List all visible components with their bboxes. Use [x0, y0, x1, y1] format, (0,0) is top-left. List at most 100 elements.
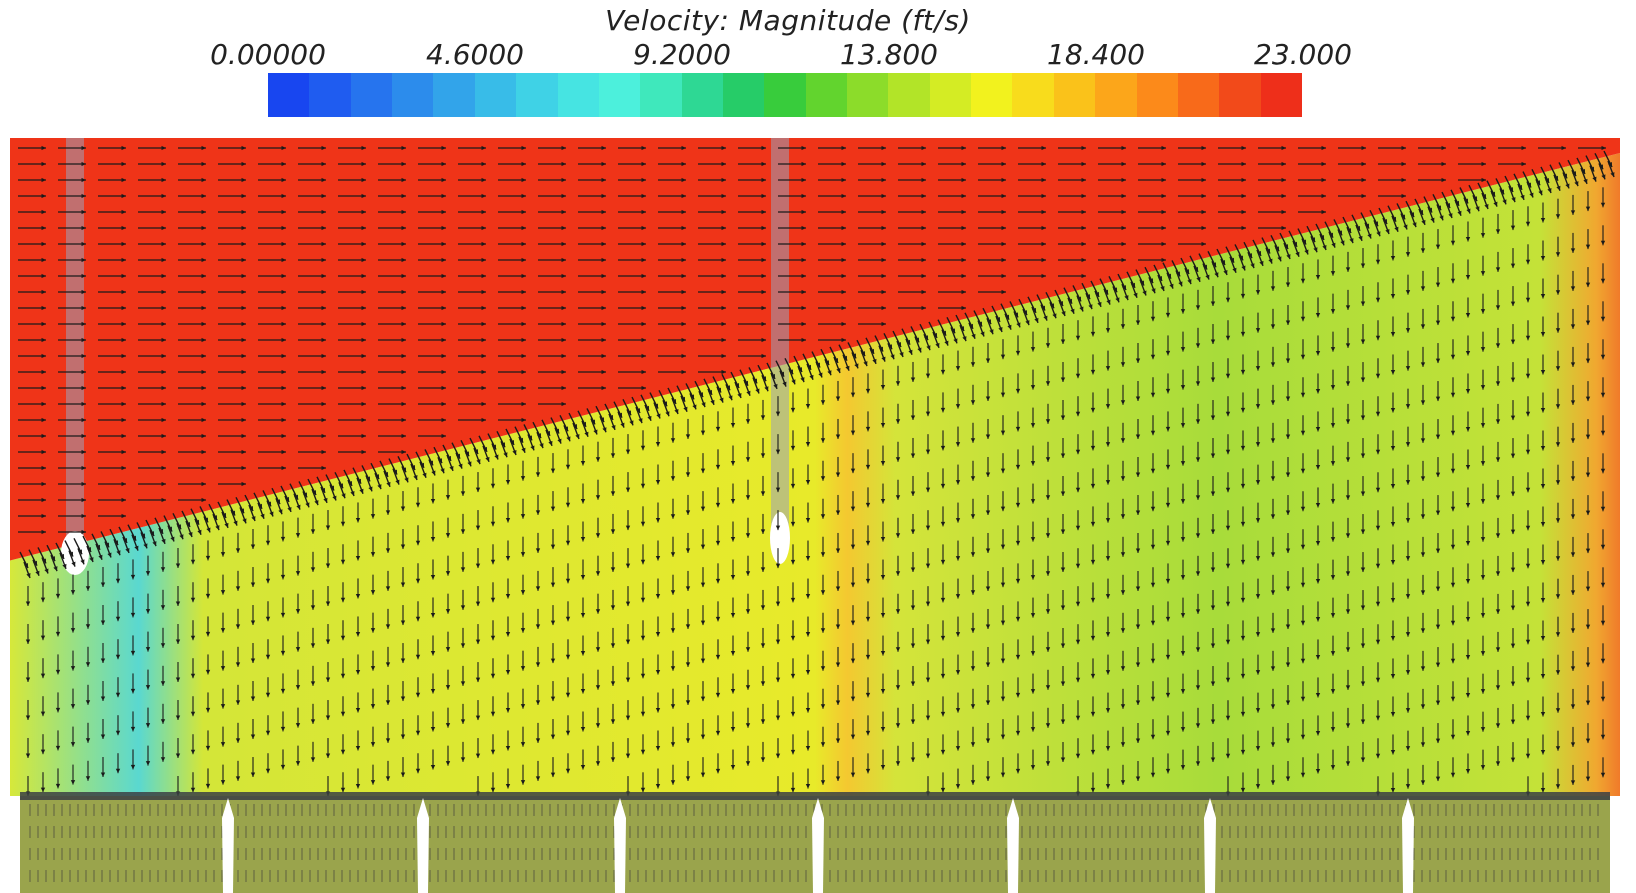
velocity-arrow	[790, 559, 796, 565]
velocity-arrow	[441, 417, 446, 423]
velocity-arrow	[1540, 369, 1546, 375]
velocity-arrow	[400, 696, 406, 702]
front-arrow	[1223, 270, 1228, 276]
velocity-arrow	[1240, 483, 1246, 489]
velocity-arrow	[521, 401, 526, 407]
velocity-arrow	[1315, 464, 1321, 470]
velocity-arrow	[775, 411, 781, 417]
velocity-arrow	[1450, 354, 1456, 360]
velocity-arrow	[1405, 442, 1411, 447]
velocity-arrow	[550, 658, 556, 664]
velocity-arrow	[625, 753, 631, 759]
velocity-arrow	[415, 654, 421, 660]
velocity-arrow	[241, 161, 246, 167]
velocity-arrow	[1165, 616, 1171, 622]
velocity-arrow	[441, 433, 446, 439]
velocity-arrow	[1375, 487, 1381, 493]
velocity-arrow	[1540, 255, 1546, 261]
front-arrow	[215, 525, 220, 531]
velocity-arrow	[1150, 696, 1156, 702]
front-arrow	[683, 406, 688, 412]
front-arrow	[44, 568, 49, 574]
front-arrow	[881, 356, 886, 362]
velocity-arrow	[761, 145, 766, 151]
velocity-arrow	[121, 225, 126, 231]
velocity-arrow	[1390, 483, 1396, 489]
velocity-arrow	[820, 552, 826, 557]
velocity-arrow	[490, 597, 496, 603]
velocity-arrow	[955, 518, 961, 523]
velocity-arrow	[1030, 385, 1036, 390]
velocity-arrow	[201, 225, 206, 231]
velocity-arrow	[1420, 590, 1426, 595]
velocity-arrow	[895, 761, 901, 766]
velocity-arrow	[1540, 445, 1546, 451]
velocity-arrow	[1195, 419, 1201, 424]
velocity-arrow	[561, 353, 566, 359]
velocity-arrow	[490, 635, 496, 641]
velocity-arrow	[721, 289, 726, 295]
velocity-arrow	[1450, 468, 1456, 474]
velocity-arrow	[835, 662, 841, 667]
velocity-arrow	[1450, 658, 1456, 664]
velocity-arrow	[1180, 727, 1186, 732]
velocity-arrow	[1390, 407, 1396, 413]
velocity-arrow	[1041, 177, 1046, 183]
velocity-arrow	[1450, 696, 1456, 702]
velocity-arrow	[1075, 753, 1081, 759]
velocity-arrow	[1281, 209, 1286, 215]
velocity-arrow	[985, 662, 991, 667]
velocity-arrow	[640, 559, 646, 565]
velocity-arrow	[1161, 161, 1166, 167]
velocity-arrow	[1210, 491, 1216, 497]
velocity-arrow	[81, 273, 86, 279]
front-arrow	[1070, 308, 1075, 314]
velocity-arrow	[1375, 525, 1381, 531]
velocity-arrow	[970, 590, 976, 595]
front-arrow	[656, 413, 661, 419]
velocity-arrow	[1510, 681, 1516, 687]
velocity-arrow	[1225, 487, 1231, 493]
velocity-arrow	[121, 449, 126, 455]
velocity-arrow	[601, 225, 606, 231]
velocity-arrow	[1015, 730, 1021, 736]
velocity-arrow	[865, 426, 871, 432]
pipe	[66, 138, 84, 558]
front-arrow	[1484, 203, 1489, 209]
front-arrow	[287, 506, 292, 512]
velocity-arrow	[1121, 241, 1126, 247]
velocity-arrow	[370, 590, 376, 595]
front-arrow	[665, 411, 670, 417]
velocity-arrow	[241, 417, 246, 423]
velocity-arrow	[401, 289, 406, 295]
velocity-arrow	[1405, 404, 1411, 409]
velocity-arrow	[161, 433, 166, 439]
velocity-arrow	[1420, 666, 1426, 671]
velocity-arrow	[865, 502, 871, 508]
front-arrow	[908, 349, 913, 355]
front-arrow	[1088, 304, 1093, 310]
velocity-arrow	[970, 742, 976, 747]
velocity-arrow	[730, 537, 736, 542]
velocity-arrow	[670, 780, 676, 785]
velocity-arrow	[430, 574, 436, 580]
velocity-arrow	[895, 533, 901, 538]
velocity-arrow	[1525, 335, 1531, 341]
velocity-arrow	[415, 616, 421, 622]
velocity-arrow	[921, 161, 926, 167]
colorbar-swatch	[1260, 73, 1302, 117]
velocity-arrow	[1041, 145, 1046, 151]
velocity-arrow	[655, 594, 661, 599]
velocity-arrow	[1121, 225, 1126, 231]
velocity-arrow	[910, 681, 916, 686]
velocity-arrow	[145, 609, 151, 614]
velocity-arrow	[601, 289, 606, 295]
velocity-arrow	[1315, 654, 1321, 660]
velocity-arrow	[1525, 449, 1531, 455]
velocity-arrow	[841, 145, 846, 151]
velocity-arrow	[81, 529, 86, 535]
colorbar-swatch	[681, 73, 723, 117]
velocity-arrow	[925, 563, 931, 569]
velocity-arrow	[81, 305, 86, 311]
velocity-arrow	[1390, 445, 1396, 451]
